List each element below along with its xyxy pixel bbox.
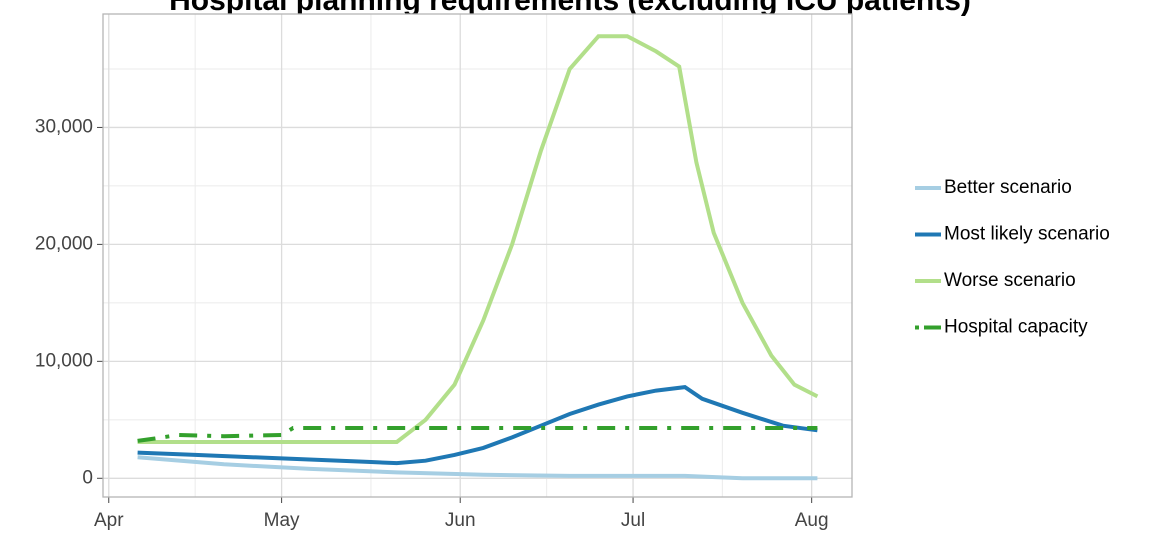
series-line	[137, 455, 818, 481]
plot-background	[103, 14, 852, 497]
y-tick-label: 20,000	[35, 233, 93, 254]
y-tick-label: 0	[82, 467, 93, 488]
x-tick-label: Apr	[94, 510, 124, 531]
x-tick-label: May	[264, 510, 300, 531]
x-tick-label: Jun	[445, 510, 476, 531]
x-tick-label: Aug	[795, 510, 829, 531]
y-tick-label: 30,000	[35, 116, 93, 137]
x-tick-label: Jul	[621, 510, 645, 531]
y-tick-label: 10,000	[35, 350, 93, 371]
series-line	[137, 385, 818, 466]
series-line	[137, 34, 819, 444]
series-line	[137, 426, 818, 443]
chart-title: Hospital planning requirements (excludin…	[169, 0, 971, 17]
legend-label: Better scenario	[944, 177, 1072, 198]
legend-label: Most likely scenario	[944, 224, 1110, 245]
plot-border	[102, 13, 853, 498]
legend-label: Hospital capacity	[944, 317, 1088, 338]
legend-label: Worse scenario	[944, 270, 1076, 291]
